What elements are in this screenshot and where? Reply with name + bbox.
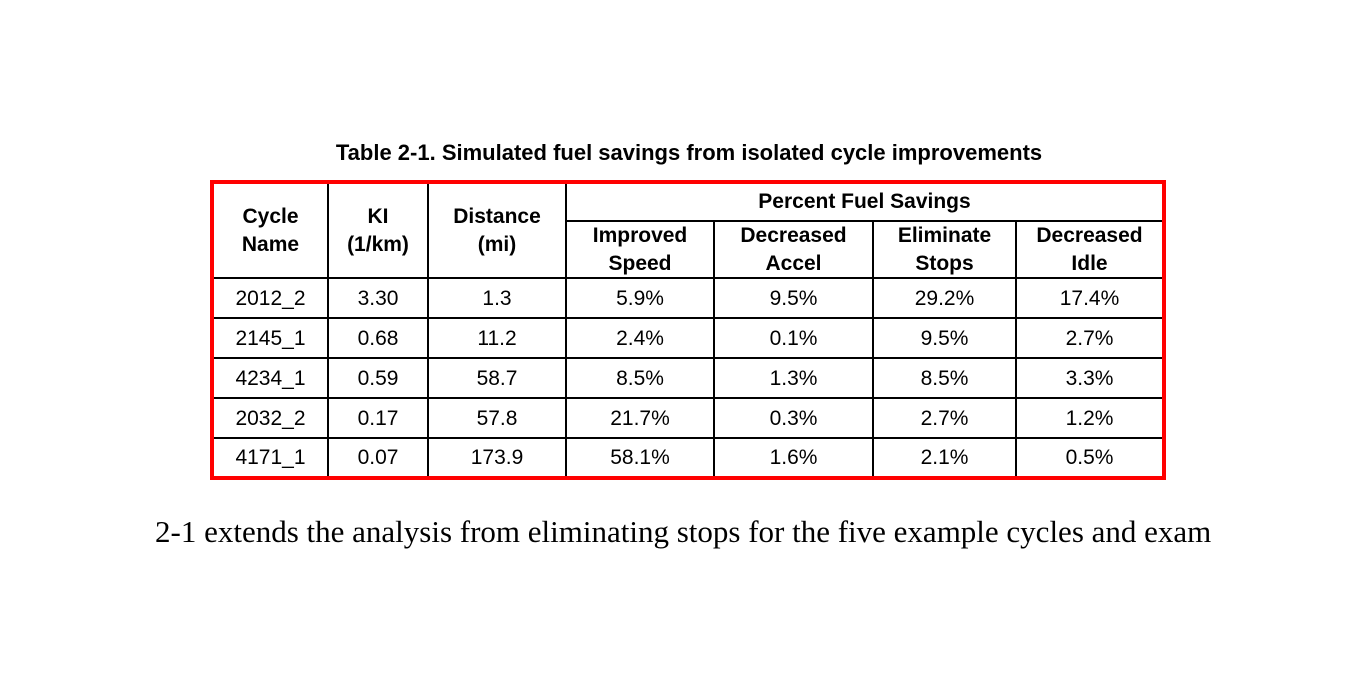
cell-improved-speed: 21.7% bbox=[565, 397, 715, 440]
cell-ki: 0.17 bbox=[327, 397, 429, 440]
cell-decreased-idle: 17.4% bbox=[1015, 277, 1165, 320]
table-row: 2145_1 0.68 11.2 2.4% 0.1% 9.5% 2.7% bbox=[211, 317, 1165, 360]
col-group-header-percent-fuel-savings: Percent Fuel Savings bbox=[565, 181, 1165, 222]
cell-cycle-name: 2145_1 bbox=[211, 317, 329, 360]
cell-ki: 3.30 bbox=[327, 277, 429, 320]
body-text-line: 2-1 extends the analysis from eliminatin… bbox=[155, 514, 1212, 549]
cell-improved-speed: 58.1% bbox=[565, 437, 715, 480]
cell-eliminate-stops: 2.7% bbox=[872, 397, 1017, 440]
cell-distance: 58.7 bbox=[427, 357, 567, 400]
header-row-sub: Improved Speed Decreased Accel Eliminate… bbox=[212, 219, 1165, 280]
cell-decreased-idle: 0.5% bbox=[1015, 437, 1165, 480]
cell-ki: 0.68 bbox=[327, 317, 429, 360]
col-header-ki: KI (1/km) bbox=[327, 180, 429, 280]
cell-cycle-name: 2032_2 bbox=[211, 397, 329, 440]
cell-improved-speed: 2.4% bbox=[565, 317, 715, 360]
fuel-savings-table: Cycle Name KI (1/km) Distance (mi) Perce… bbox=[210, 180, 1166, 481]
cell-eliminate-stops: 2.1% bbox=[872, 437, 1017, 480]
col-header-cycle-name: Cycle Name bbox=[211, 180, 329, 280]
cell-improved-speed: 5.9% bbox=[565, 277, 715, 320]
cell-eliminate-stops: 9.5% bbox=[872, 317, 1017, 360]
cell-distance: 1.3 bbox=[427, 277, 567, 320]
cell-eliminate-stops: 29.2% bbox=[872, 277, 1017, 320]
cell-decreased-accel: 1.3% bbox=[713, 357, 874, 400]
col-header-improved-speed: Improved Speed bbox=[565, 219, 715, 280]
col-header-decreased-accel: Decreased Accel bbox=[713, 219, 874, 280]
table-caption: Table 2-1. Simulated fuel savings from i… bbox=[335, 140, 1043, 165]
cell-distance: 57.8 bbox=[427, 397, 567, 440]
cell-cycle-name: 4234_1 bbox=[211, 357, 329, 400]
cell-decreased-accel: 1.6% bbox=[713, 437, 874, 480]
table-row: 4234_1 0.59 58.7 8.5% 1.3% 8.5% 3.3% bbox=[211, 357, 1165, 400]
cell-distance: 11.2 bbox=[427, 317, 567, 360]
table-row: 2032_2 0.17 57.8 21.7% 0.3% 2.7% 1.2% bbox=[211, 397, 1165, 440]
cell-improved-speed: 8.5% bbox=[565, 357, 715, 400]
cell-ki: 0.59 bbox=[327, 357, 429, 400]
header-row-group: Cycle Name KI (1/km) Distance (mi) Perce… bbox=[211, 180, 1165, 280]
col-header-distance: Distance (mi) bbox=[427, 180, 567, 280]
cell-cycle-name: 4171_1 bbox=[211, 437, 329, 480]
cell-distance: 173.9 bbox=[427, 437, 567, 480]
cell-cycle-name: 2012_2 bbox=[211, 277, 329, 320]
col-header-eliminate-stops: Eliminate Stops bbox=[872, 219, 1017, 280]
table-row: 4171_1 0.07 173.9 58.1% 1.6% 2.1% 0.5% bbox=[211, 437, 1165, 480]
cell-decreased-accel: 0.3% bbox=[713, 397, 874, 440]
col-header-decreased-idle: Decreased Idle bbox=[1015, 219, 1165, 280]
cell-decreased-accel: 0.1% bbox=[713, 317, 874, 360]
cell-eliminate-stops: 8.5% bbox=[872, 357, 1017, 400]
cell-decreased-idle: 2.7% bbox=[1015, 317, 1165, 360]
table-row: 2012_2 3.30 1.3 5.9% 9.5% 29.2% 17.4% bbox=[211, 277, 1165, 320]
cell-decreased-idle: 1.2% bbox=[1015, 397, 1165, 440]
cell-decreased-idle: 3.3% bbox=[1015, 357, 1165, 400]
cell-decreased-accel: 9.5% bbox=[713, 277, 874, 320]
cell-ki: 0.07 bbox=[327, 437, 429, 480]
